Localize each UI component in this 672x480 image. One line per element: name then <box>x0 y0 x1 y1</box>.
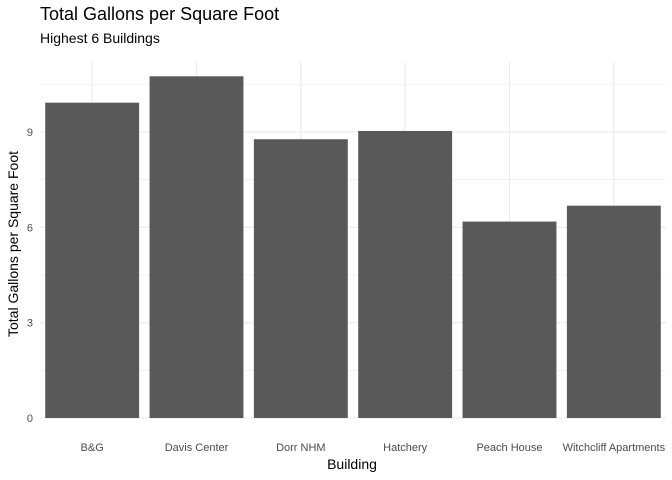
bar-layer <box>45 76 661 418</box>
x-tick-label: B&G <box>81 442 104 454</box>
y-tick-label: 6 <box>27 222 33 234</box>
bar-peach-house <box>462 221 557 418</box>
bar-dorr-nhm <box>253 139 348 418</box>
x-tick-label: Witchcliff Apartments <box>563 442 666 454</box>
bar-b-g <box>45 102 140 418</box>
x-tick-label: Dorr NHM <box>276 442 326 454</box>
y-tick-label: 3 <box>27 318 33 330</box>
chart-subtitle: Highest 6 Buildings <box>40 30 160 46</box>
chart-title: Total Gallons per Square Foot <box>40 4 280 24</box>
x-tick-label: Peach House <box>476 442 542 454</box>
bar-hatchery <box>358 130 453 418</box>
y-tick-label: 9 <box>27 127 33 139</box>
x-tick-label: Davis Center <box>165 442 229 454</box>
y-axis-title: Total Gallons per Square Foot <box>5 151 21 337</box>
label-layer: 0 3 6 9 B&G Davis Center Dorr NHM Hatchery Peach… <box>27 127 666 454</box>
bar-witchcliff-apartments <box>566 205 661 418</box>
x-axis-title: Building <box>327 456 377 472</box>
bar-davis-center <box>149 76 244 418</box>
y-tick-label: 0 <box>27 413 33 425</box>
x-tick-label: Hatchery <box>383 442 428 454</box>
